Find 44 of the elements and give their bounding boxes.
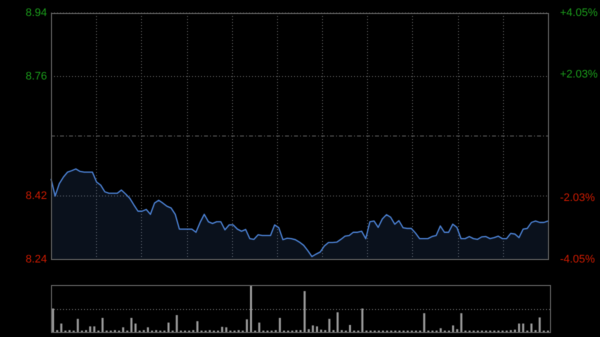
bar <box>246 319 248 332</box>
bar <box>76 318 79 332</box>
bar <box>312 325 314 332</box>
bar <box>89 326 92 332</box>
bar <box>102 318 104 332</box>
bar <box>134 324 137 332</box>
bar <box>304 291 306 332</box>
bar <box>60 324 62 332</box>
bar <box>93 326 96 332</box>
y2-tick-label: +4.05% <box>560 7 598 20</box>
bar <box>225 327 228 332</box>
bar <box>456 329 458 332</box>
bar <box>328 318 330 332</box>
y2-tick-label: -2.03% <box>560 192 596 204</box>
bar <box>176 315 178 332</box>
y2-tick-label: +2.03% <box>560 68 598 80</box>
bar <box>460 313 462 332</box>
bar <box>221 326 224 332</box>
bar <box>316 326 318 332</box>
bar <box>122 327 124 332</box>
bar <box>278 318 281 332</box>
bar <box>336 312 339 332</box>
bar <box>538 317 541 332</box>
y-tick-label: 8.76 <box>26 70 47 82</box>
y2-tick-label: -4.05% <box>560 253 596 266</box>
bar <box>250 285 252 332</box>
bar <box>168 322 170 332</box>
bar <box>452 325 454 332</box>
y-tick-label: 8.94 <box>26 7 47 20</box>
bar <box>52 308 54 332</box>
bar <box>518 324 520 332</box>
bar <box>440 328 442 332</box>
bar <box>130 318 132 332</box>
y-tick-label: 8.24 <box>26 253 47 266</box>
bar <box>258 322 260 332</box>
bar <box>423 313 426 332</box>
bar <box>308 329 310 332</box>
y-tick-label: 8.42 <box>26 190 47 202</box>
bar <box>530 324 532 332</box>
bar <box>522 324 524 332</box>
bar <box>146 327 149 332</box>
bar <box>348 324 352 332</box>
bar <box>196 321 198 332</box>
bar <box>361 308 364 332</box>
